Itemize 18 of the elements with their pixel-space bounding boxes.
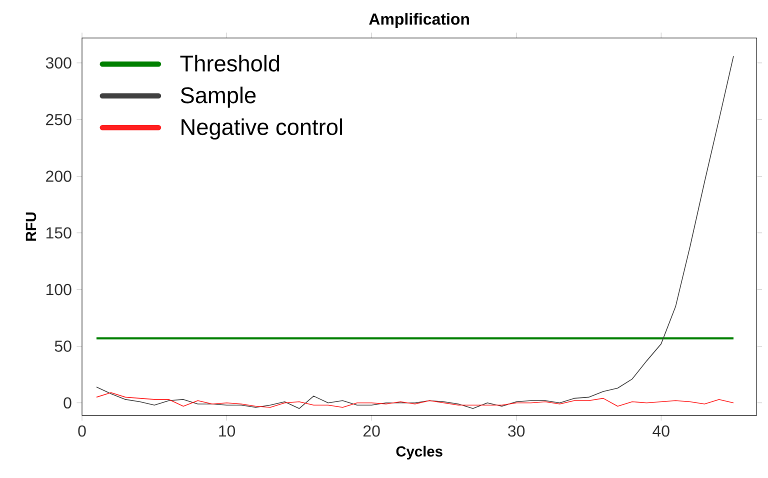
y-tick-label: 250 xyxy=(46,114,72,126)
x-axis-title: Cycles xyxy=(396,446,442,460)
legend-label: Negative control xyxy=(182,118,342,140)
y-tick-label: 0 xyxy=(64,397,72,409)
x-tick-label: 40 xyxy=(652,425,670,437)
chart-title: Amplification xyxy=(369,13,470,28)
legend-label: Threshold xyxy=(180,54,280,72)
x-tick-label: 10 xyxy=(219,425,236,437)
y-tick-label: 300 xyxy=(46,57,72,69)
legend-label: Sample xyxy=(180,86,256,108)
x-tick-label: 20 xyxy=(363,425,380,437)
y-tick-label: 50 xyxy=(54,340,72,352)
y-axis-title: RFU xyxy=(26,212,36,241)
y-tick-label: 200 xyxy=(46,170,72,182)
x-tick-label: 30 xyxy=(508,425,525,437)
y-tick-label: 150 xyxy=(46,227,72,239)
x-tick-label: 0 xyxy=(78,425,86,437)
y-tick-label: 100 xyxy=(46,284,72,296)
